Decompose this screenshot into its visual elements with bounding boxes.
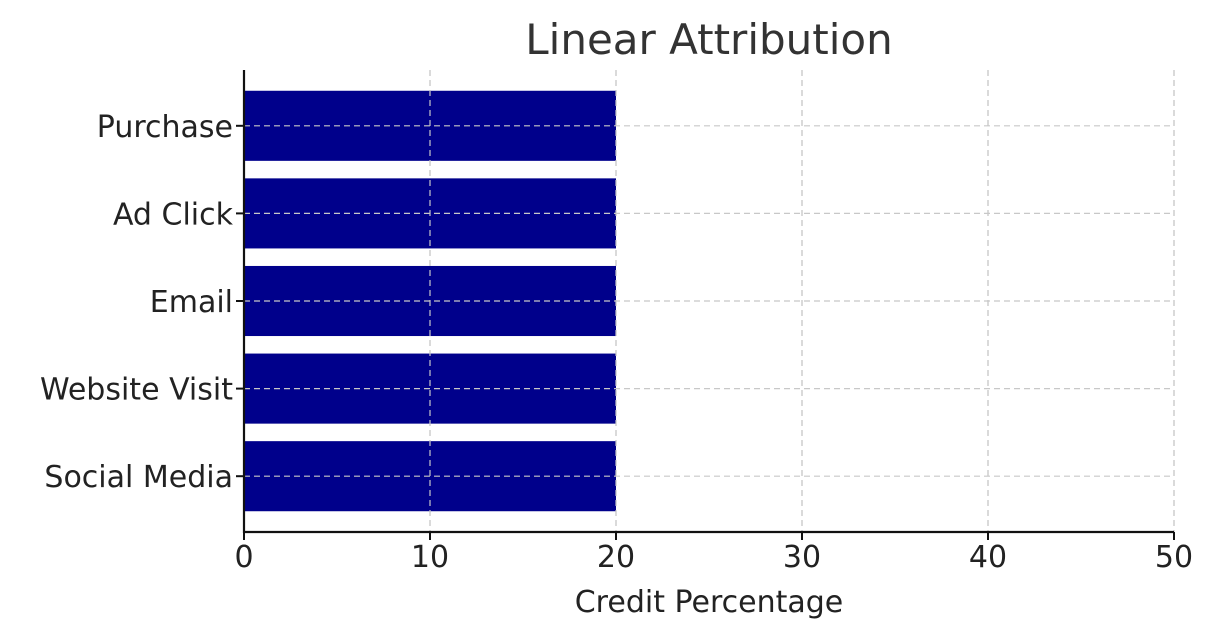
y-tick-label-website-visit: Website Visit (40, 373, 233, 408)
chart-title: Linear Attribution (525, 15, 892, 64)
x-tick-label-0: 0 (234, 540, 253, 575)
y-ticks: Social Media Website Visit Email Ad Click Pu… (40, 110, 244, 495)
x-tick-label-40: 40 (969, 540, 1007, 575)
x-tick-label-20: 20 (597, 540, 635, 575)
x-ticks: 0 10 20 30 40 50 (234, 532, 1193, 575)
x-tick-label-30: 30 (783, 540, 821, 575)
x-tick-label-10: 10 (411, 540, 449, 575)
y-tick-label-email: Email (150, 285, 233, 320)
y-tick-label-social-media: Social Media (44, 460, 233, 495)
bars (244, 70, 1175, 532)
y-tick-label-purchase: Purchase (97, 110, 233, 145)
y-tick-label-ad-click: Ad Click (113, 197, 234, 232)
x-tick-label-50: 50 (1155, 540, 1193, 575)
x-axis-label: Credit Percentage (575, 585, 844, 620)
